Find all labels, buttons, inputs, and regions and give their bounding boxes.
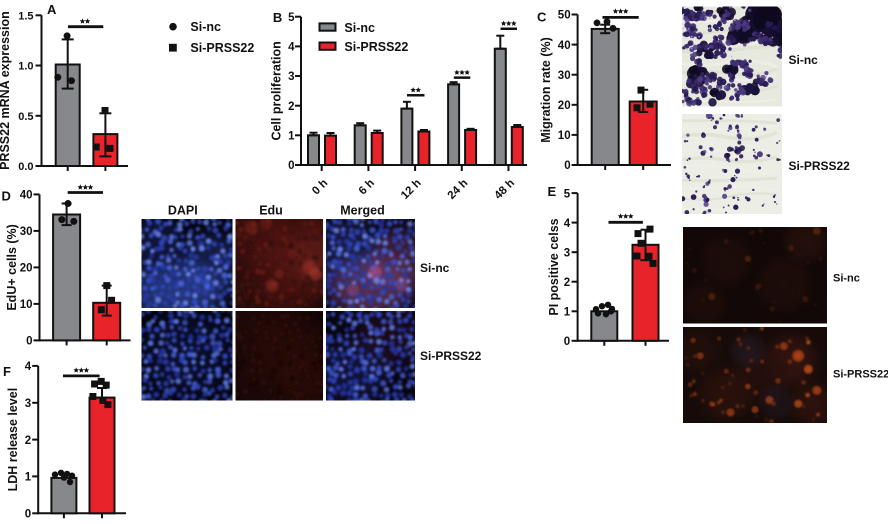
- svg-text:24 h: 24 h: [446, 177, 471, 202]
- svg-text:Si-nc: Si-nc: [190, 20, 221, 34]
- svg-text:Si-PRSS22: Si-PRSS22: [789, 159, 851, 173]
- svg-text:50: 50: [558, 10, 571, 22]
- svg-text:0: 0: [26, 336, 32, 348]
- svg-text:A: A: [47, 2, 57, 17]
- svg-text:B: B: [273, 10, 282, 25]
- svg-text:Si-PRSS22: Si-PRSS22: [344, 40, 408, 54]
- svg-text:Edu: Edu: [259, 204, 283, 218]
- svg-text:3: 3: [564, 247, 570, 259]
- svg-text:12 h: 12 h: [399, 177, 424, 202]
- svg-text:20: 20: [20, 263, 33, 275]
- svg-text:Si-PRSS22: Si-PRSS22: [833, 369, 888, 381]
- svg-text:D: D: [2, 189, 11, 204]
- svg-text:10: 10: [20, 299, 33, 311]
- svg-text:40: 40: [20, 190, 33, 202]
- svg-text:3: 3: [288, 71, 294, 83]
- svg-text:1.0: 1.0: [18, 61, 33, 73]
- svg-text:Si-nc: Si-nc: [344, 21, 375, 35]
- svg-text:5: 5: [564, 188, 571, 200]
- svg-text:Merged: Merged: [340, 204, 384, 218]
- svg-text:PRSS22 mRNA expression: PRSS22 mRNA expression: [0, 11, 12, 170]
- svg-text:Si-nc: Si-nc: [420, 261, 450, 275]
- svg-text:3: 3: [25, 398, 31, 410]
- svg-text:1: 1: [288, 131, 295, 143]
- svg-text:20: 20: [558, 100, 571, 112]
- svg-text:40: 40: [558, 40, 571, 52]
- svg-text:DAPI: DAPI: [168, 204, 198, 218]
- svg-text:C: C: [537, 10, 547, 25]
- svg-text:4: 4: [25, 361, 32, 373]
- svg-text:0 h: 0 h: [310, 177, 330, 197]
- svg-text:Si-PRSS22: Si-PRSS22: [190, 41, 254, 55]
- svg-text:1: 1: [25, 472, 32, 484]
- svg-text:10: 10: [558, 130, 571, 142]
- svg-text:F: F: [3, 364, 11, 379]
- svg-text:Cell proliferation: Cell proliferation: [270, 41, 284, 140]
- svg-text:Si-PRSS22: Si-PRSS22: [420, 349, 482, 363]
- svg-text:Si-nc: Si-nc: [789, 53, 819, 67]
- svg-text:0.5: 0.5: [18, 111, 33, 123]
- svg-text:2: 2: [25, 435, 31, 447]
- svg-text:0: 0: [288, 160, 294, 172]
- svg-text:0.0: 0.0: [18, 161, 33, 173]
- svg-text:E: E: [548, 184, 557, 199]
- svg-text:6 h: 6 h: [357, 177, 377, 197]
- svg-text:0: 0: [25, 509, 31, 521]
- svg-text:0: 0: [564, 160, 570, 172]
- svg-text:30: 30: [20, 226, 33, 238]
- svg-text:PI positive celss: PI positive celss: [547, 218, 561, 315]
- svg-text:LDH release level: LDH release level: [6, 388, 20, 492]
- svg-text:48 h: 48 h: [492, 177, 517, 202]
- svg-text:1.5: 1.5: [18, 11, 33, 23]
- svg-text:30: 30: [558, 70, 571, 82]
- svg-text:0: 0: [564, 336, 570, 348]
- svg-text:2: 2: [288, 101, 294, 113]
- svg-text:4: 4: [564, 218, 571, 230]
- svg-text:Si-nc: Si-nc: [833, 273, 860, 285]
- svg-text:2: 2: [564, 277, 570, 289]
- svg-text:5: 5: [288, 12, 295, 24]
- svg-text:EdU+ cells (%): EdU+ cells (%): [5, 224, 19, 311]
- svg-text:Migration rate (%): Migration rate (%): [539, 37, 553, 143]
- svg-text:4: 4: [288, 42, 295, 54]
- svg-text:1: 1: [564, 307, 571, 319]
